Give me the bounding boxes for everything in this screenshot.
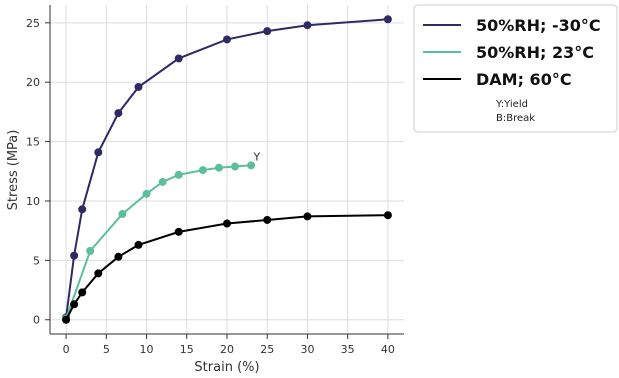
data-point: [174, 227, 183, 236]
data-point: [142, 189, 151, 198]
data-point: [231, 162, 240, 171]
legend-note-break: B:Break: [496, 113, 535, 124]
series: [62, 15, 392, 324]
data-point: [134, 82, 143, 91]
y-axis-title: Stress (MPa): [6, 130, 21, 211]
annotations: Y: [253, 151, 261, 164]
series-3: [62, 211, 392, 324]
annotation-label: Y: [253, 151, 261, 164]
legend-label: DAM; 60°C: [476, 70, 572, 89]
x-axis-title: Strain (%): [194, 360, 259, 375]
data-point: [114, 252, 123, 261]
y-tick-label: 25: [26, 17, 40, 30]
data-point: [263, 215, 272, 224]
data-point: [223, 219, 231, 228]
x-tick-label: 40: [381, 343, 395, 356]
data-point: [78, 288, 87, 297]
data-point: [383, 211, 392, 220]
series-1: [62, 15, 392, 322]
legend-box: [413, 4, 618, 133]
series-line: [65, 164, 252, 319]
x-tick-label: 35: [341, 343, 355, 356]
y-tick-label: 15: [26, 136, 40, 149]
y-tick-label: 5: [33, 254, 40, 267]
data-point: [94, 269, 103, 278]
data-point: [134, 240, 143, 249]
y-tick-label: 0: [33, 314, 40, 327]
legend-label: 50%RH; 23°C: [476, 43, 594, 62]
data-point: [78, 205, 87, 214]
legend-entries: 50%RH; -30°C 50%RH; 23°C DAM; 60°C: [423, 16, 601, 89]
grid: [50, 5, 404, 334]
data-point: [86, 246, 95, 255]
legend: 50%RH; -30°C 50%RH; 23°C DAM; 60°C Y:Yield…: [413, 4, 618, 133]
data-point: [263, 27, 272, 36]
data-point: [383, 15, 392, 24]
data-point: [174, 54, 183, 63]
x-tick-label: 10: [140, 343, 154, 356]
data-point: [118, 210, 127, 219]
data-point: [214, 163, 223, 172]
x-tick-label: 25: [260, 343, 274, 356]
data-point: [223, 35, 231, 44]
data-point: [114, 109, 123, 118]
y-tick-label: 10: [26, 195, 40, 208]
data-point: [303, 212, 312, 221]
ticks: 0 5 10 15 20 25 30 35 40 0 5 10 15 20 25: [26, 17, 395, 356]
x-tick-label: 0: [63, 343, 70, 356]
data-point: [94, 148, 103, 157]
data-point: [62, 315, 71, 324]
x-tick-label: 20: [220, 343, 234, 356]
data-point: [70, 251, 79, 260]
x-tick-label: 15: [180, 343, 194, 356]
data-point: [247, 161, 256, 170]
data-point: [303, 21, 312, 30]
data-point: [174, 170, 183, 179]
series-2: [62, 161, 256, 323]
legend-note-yield: Y:Yield: [495, 99, 528, 110]
x-tick-label: 30: [300, 343, 314, 356]
y-tick-label: 20: [26, 76, 40, 89]
data-point: [70, 300, 79, 309]
x-tick-label: 5: [103, 343, 110, 356]
data-point: [198, 166, 207, 175]
data-point: [158, 177, 167, 186]
legend-label: 50%RH; -30°C: [476, 16, 601, 35]
